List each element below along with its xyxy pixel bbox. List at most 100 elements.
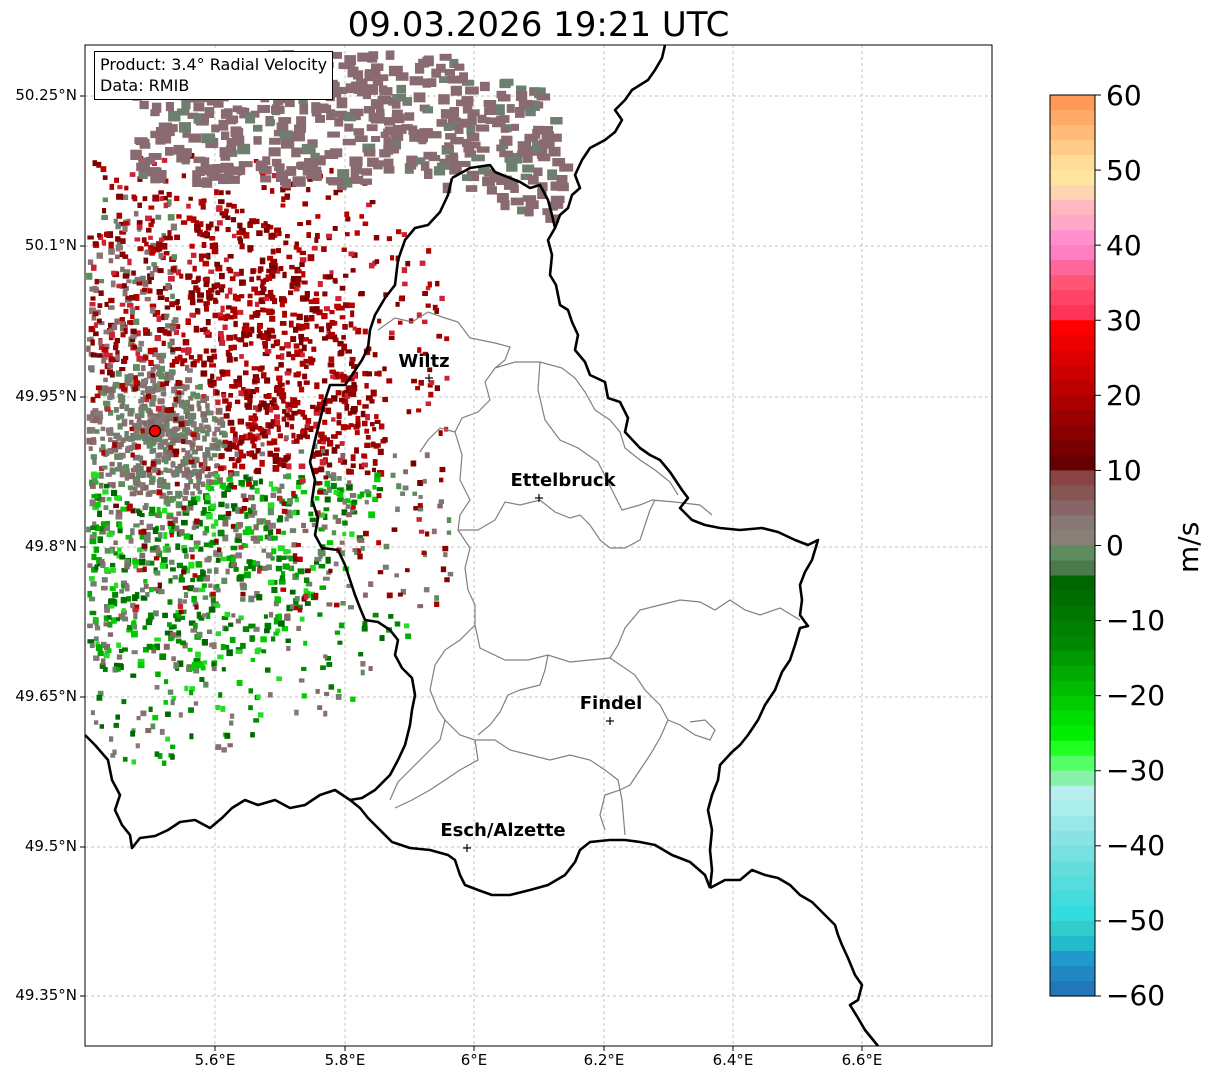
- radar-echo: [308, 360, 315, 366]
- radar-echo: [182, 599, 187, 604]
- radar-echo: [128, 472, 136, 480]
- radar-echo: [169, 301, 175, 308]
- radar-echo: [204, 306, 210, 312]
- radar-echo: [185, 429, 192, 436]
- radar-echo: [146, 266, 151, 271]
- axis-ticks: [80, 95, 863, 1051]
- radar-echo: [193, 701, 199, 706]
- lat-tick-label: 50.25°N: [15, 86, 77, 104]
- radar-echo: [337, 688, 342, 693]
- radar-echo: [93, 322, 99, 328]
- radar-echo: [136, 220, 143, 225]
- radar-echo: [515, 91, 528, 101]
- radar-echo: [176, 108, 190, 116]
- radar-echo: [124, 564, 130, 570]
- radar-echo: [115, 617, 121, 622]
- radar-echo: [220, 644, 226, 651]
- radar-echo: [344, 211, 350, 218]
- radar-echo: [178, 421, 185, 427]
- radar-echo: [373, 235, 380, 241]
- radar-echo: [401, 232, 407, 237]
- radar-echo: [123, 470, 130, 477]
- radar-echo: [245, 477, 252, 483]
- colorbar-segment: [1050, 920, 1095, 937]
- radar-echo: [267, 508, 274, 516]
- radar-echo: [294, 438, 300, 444]
- radar-echo: [311, 110, 322, 117]
- radar-echo: [103, 567, 109, 573]
- radar-echo: [115, 236, 121, 242]
- radar-echo: [103, 386, 110, 394]
- radar-echo: [177, 491, 183, 497]
- radar-echo: [206, 252, 211, 260]
- radar-echo: [150, 373, 156, 378]
- radar-echo: [246, 327, 254, 334]
- radar-echo: [92, 617, 99, 623]
- radar-echo: [194, 220, 199, 225]
- radar-echo: [434, 595, 439, 601]
- radar-echo: [110, 753, 116, 758]
- radar-echo: [368, 51, 379, 60]
- radar-echo: [131, 442, 137, 449]
- radar-echo: [100, 521, 106, 528]
- radar-echo: [264, 349, 272, 354]
- radar-echo: [151, 262, 157, 267]
- colorbar-tick-label: 10: [1106, 454, 1142, 487]
- radar-echo: [163, 251, 170, 256]
- radar-echo: [294, 572, 299, 578]
- radar-echo: [392, 453, 397, 459]
- radar-echo: [396, 483, 402, 490]
- radar-echo: [267, 289, 274, 296]
- radar-echo: [120, 400, 126, 405]
- radar-echo: [266, 331, 272, 338]
- radar-echo: [289, 264, 295, 270]
- radar-echo: [202, 435, 207, 442]
- radar-echo: [247, 245, 254, 252]
- radar-echo: [351, 252, 358, 258]
- radar-echo: [158, 398, 165, 404]
- radar-echo: [187, 585, 195, 592]
- radar-echo: [251, 535, 258, 540]
- radar-echo: [257, 565, 263, 571]
- radar-echo: [279, 575, 285, 581]
- radar-echo: [192, 601, 199, 607]
- radar-echo: [191, 449, 198, 455]
- radar-echo: [436, 63, 446, 73]
- radar-echo: [293, 598, 299, 605]
- city-marker-findel: [606, 717, 614, 725]
- radar-echo: [87, 235, 94, 240]
- radar-echo: [264, 519, 271, 526]
- radar-echo: [302, 201, 309, 207]
- radar-echo: [225, 447, 233, 452]
- radar-echo: [185, 450, 191, 456]
- radar-echo: [121, 567, 128, 573]
- radar-echo: [136, 568, 142, 573]
- radar-echo: [211, 416, 217, 422]
- radar-echo: [276, 248, 281, 254]
- radar-echo: [500, 200, 510, 211]
- radar-echo: [199, 677, 205, 682]
- radar-echo: [355, 421, 361, 428]
- radar-echo: [190, 252, 197, 258]
- radar-echo: [103, 652, 110, 659]
- radar-echo: [175, 501, 183, 509]
- radar-echo: [297, 568, 305, 575]
- radar-echo: [363, 592, 368, 598]
- map-title: 09.03.2026 19:21 UTC: [347, 5, 730, 45]
- radar-echo: [242, 342, 249, 347]
- radar-echo: [364, 442, 371, 449]
- radar-echo: [99, 526, 104, 532]
- radar-echo: [281, 571, 286, 577]
- radar-echo: [207, 378, 213, 384]
- radar-echo: [157, 532, 163, 539]
- radar-echo: [350, 166, 359, 177]
- radar-echo: [346, 583, 351, 589]
- colorbar-segment: [1050, 530, 1095, 547]
- radar-echo: [155, 418, 163, 424]
- radar-echo: [459, 72, 469, 84]
- radar-echo: [122, 273, 130, 279]
- radar-echo: [148, 331, 153, 336]
- radar-echo: [198, 423, 204, 430]
- radar-echo: [103, 524, 111, 532]
- radar-echo: [106, 400, 111, 407]
